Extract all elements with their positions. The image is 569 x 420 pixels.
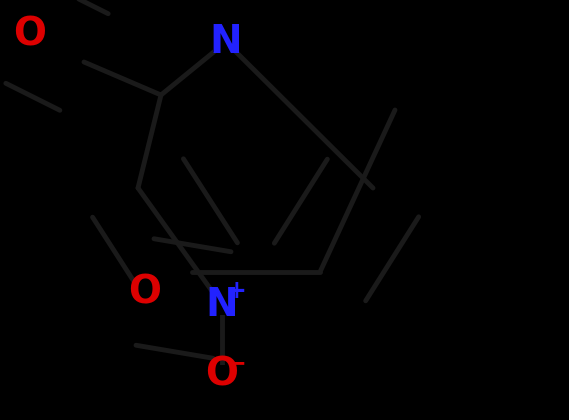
Text: N: N — [205, 286, 238, 324]
FancyBboxPatch shape — [18, 25, 43, 45]
FancyBboxPatch shape — [209, 365, 234, 385]
FancyBboxPatch shape — [213, 32, 238, 52]
FancyBboxPatch shape — [209, 295, 234, 315]
Text: N: N — [210, 23, 242, 61]
FancyBboxPatch shape — [133, 282, 158, 302]
Text: O: O — [14, 16, 47, 54]
Text: +: + — [226, 279, 246, 303]
Text: O: O — [129, 273, 162, 311]
Text: −: − — [226, 351, 246, 375]
Text: O: O — [205, 356, 238, 394]
